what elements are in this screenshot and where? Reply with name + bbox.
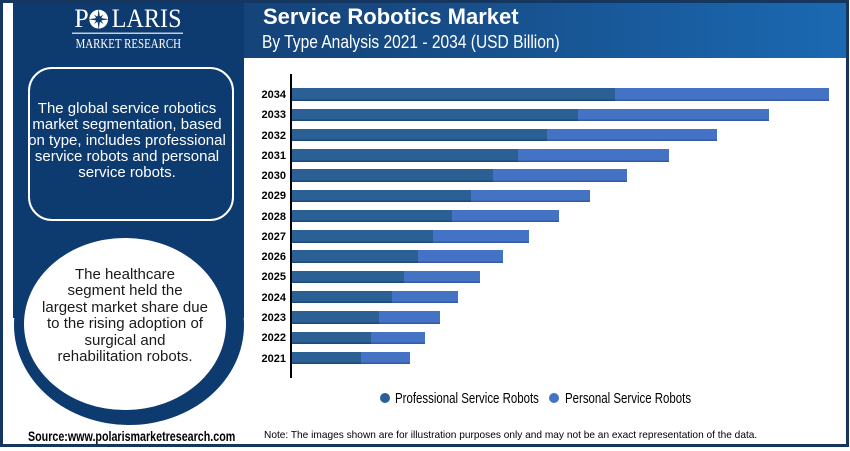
svg-text:MARKET RESEARCH: MARKET RESEARCH <box>76 36 181 51</box>
svg-text:LARIS: LARIS <box>112 4 182 33</box>
svg-text:P: P <box>74 4 88 33</box>
